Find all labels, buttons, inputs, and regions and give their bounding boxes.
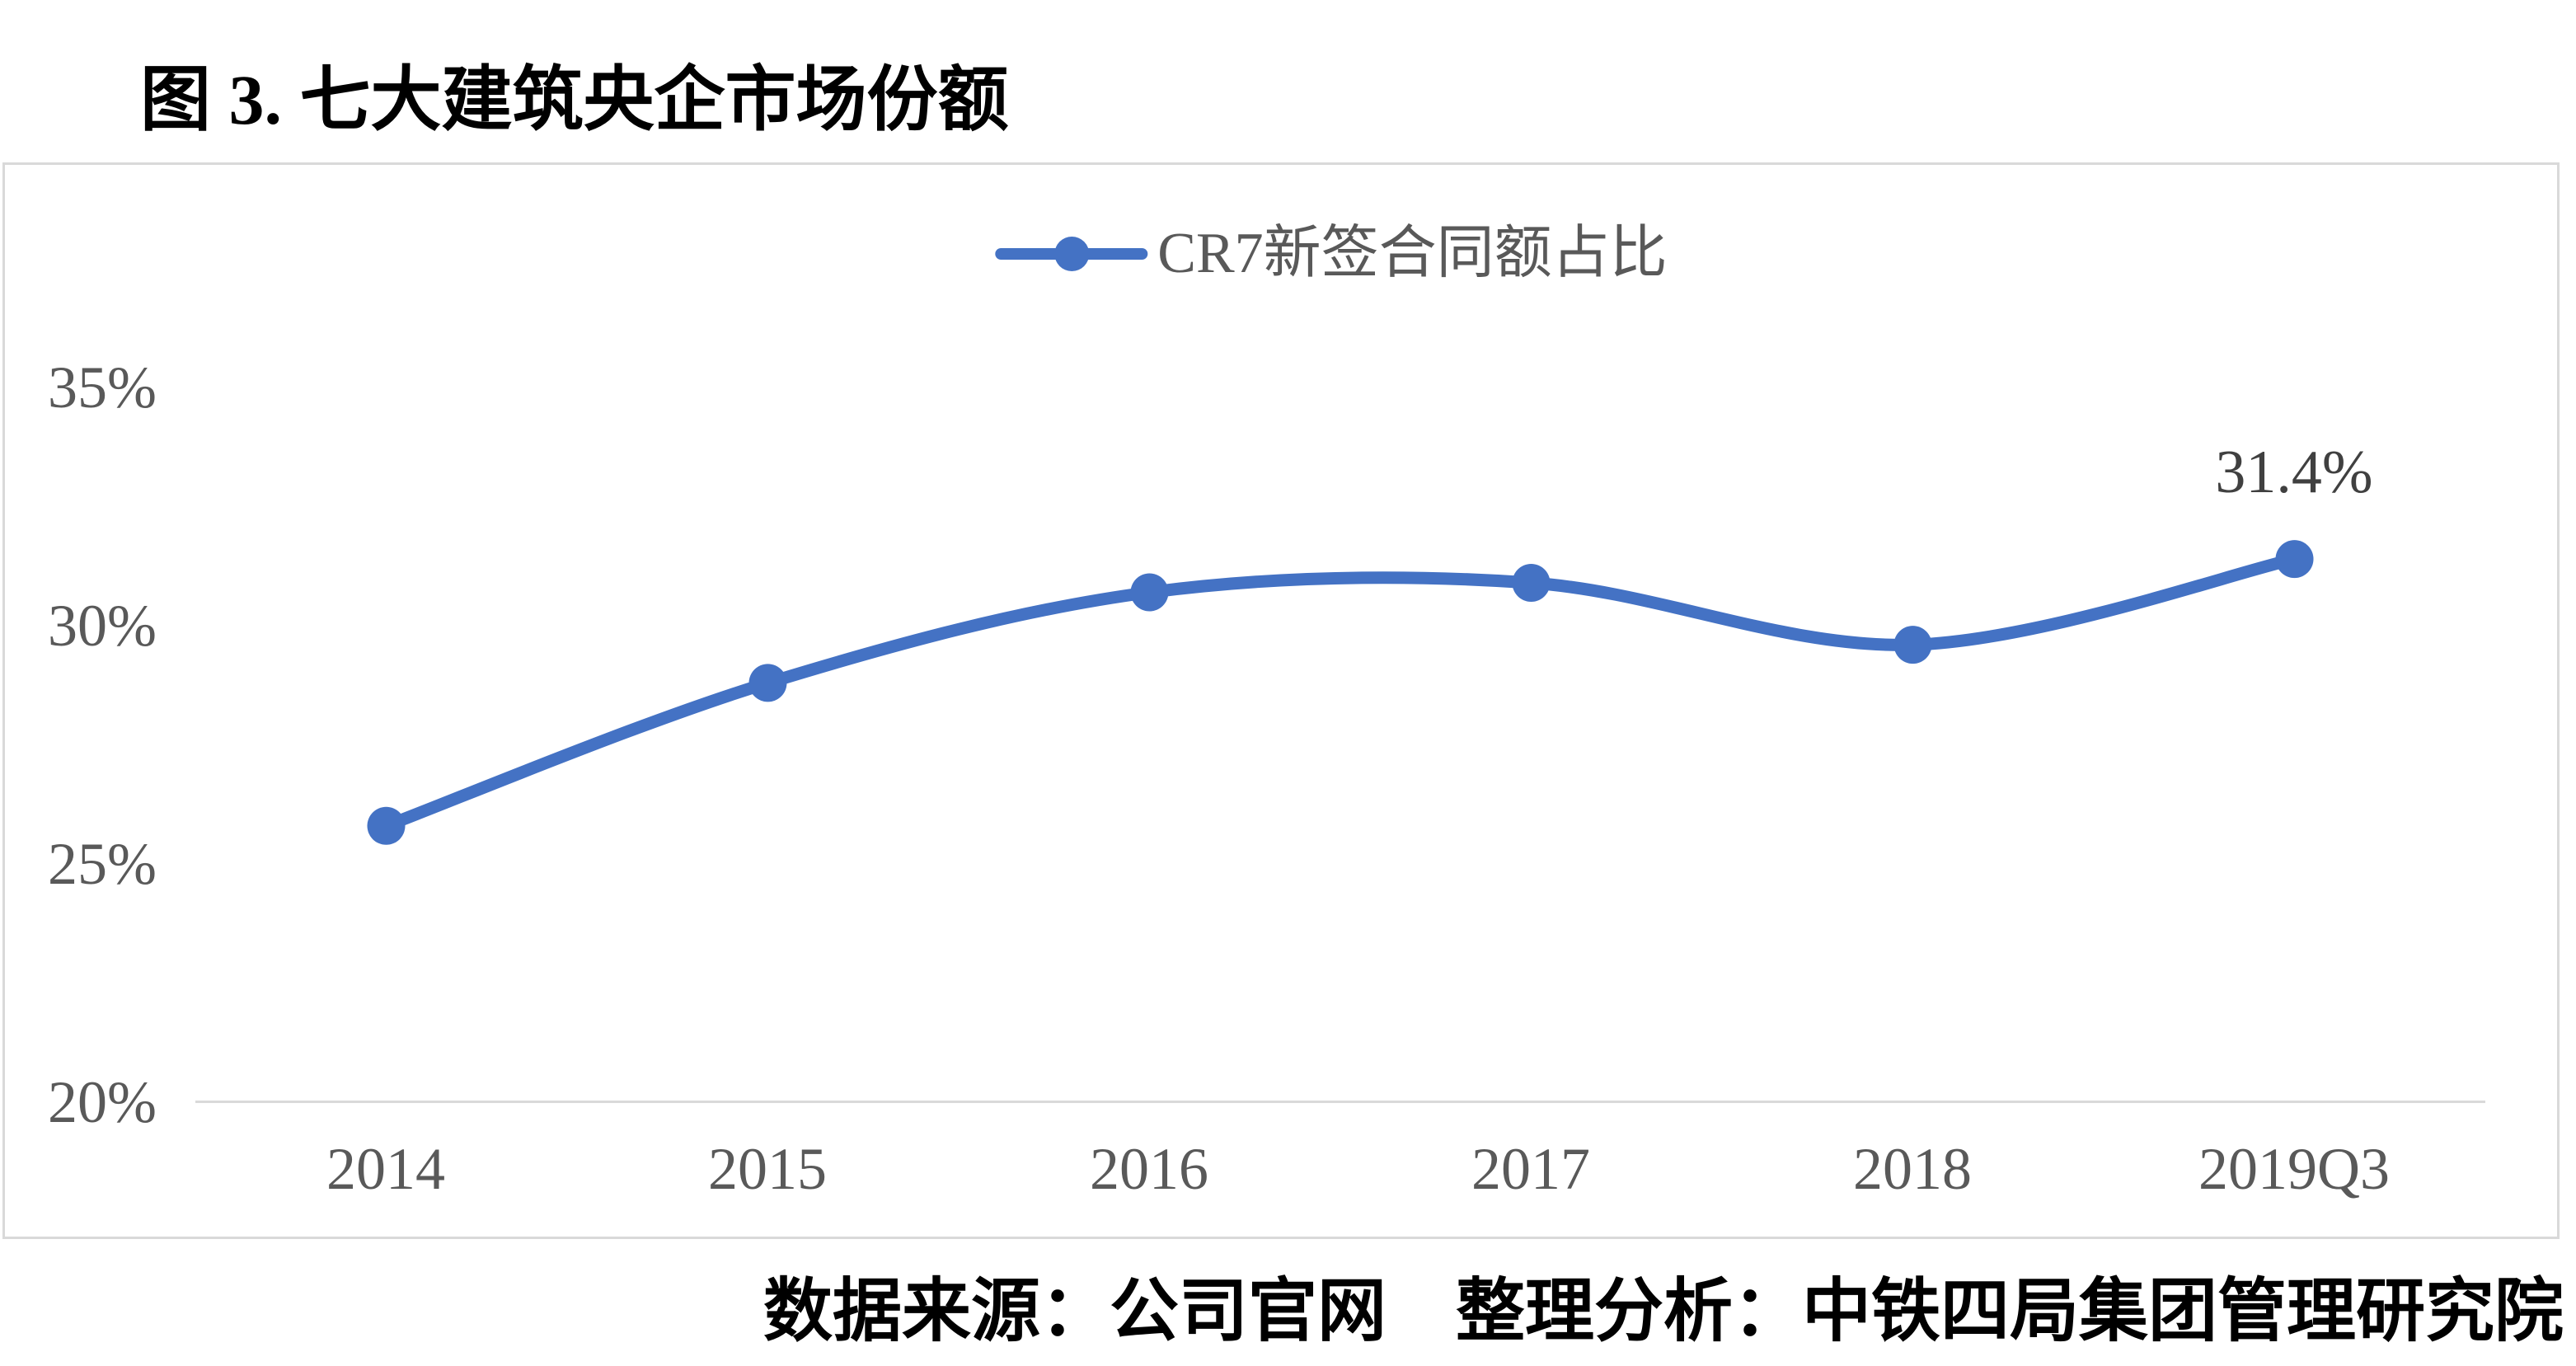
- chart-frame: [2, 162, 2560, 1239]
- y-axis-tick-30: 30%: [48, 593, 157, 659]
- x-axis-line: [195, 1101, 2485, 1103]
- y-axis-tick-20: 20%: [48, 1069, 157, 1135]
- chart-title: 图 3. 七大建筑央企市场份额: [140, 60, 1009, 139]
- legend-series-label: CR7新签合同额占比: [1157, 222, 1668, 285]
- x-axis-tick-2016: 2016: [1090, 1136, 1208, 1202]
- legend[interactable]: CR7新签合同额占比: [995, 222, 1668, 285]
- x-axis-tick-2018: 2018: [1853, 1136, 1972, 1202]
- source-attribution: 数据来源：公司官网 整理分析：中铁四局集团管理研究院: [762, 1274, 2564, 1350]
- y-axis-tick-25: 25%: [48, 831, 157, 897]
- x-axis-tick-2014: 2014: [326, 1136, 445, 1202]
- x-axis-tick-2015: 2015: [708, 1136, 827, 1202]
- legend-dot-icon: [1054, 237, 1090, 271]
- x-axis-tick-2017: 2017: [1471, 1136, 1590, 1202]
- legend-series-marker-icon: [995, 236, 1148, 272]
- x-axis-tick-2019q3: 2019Q3: [2198, 1136, 2390, 1202]
- y-axis-tick-35: 35%: [48, 354, 157, 420]
- data-label-2019q3: 31.4%: [2215, 439, 2373, 506]
